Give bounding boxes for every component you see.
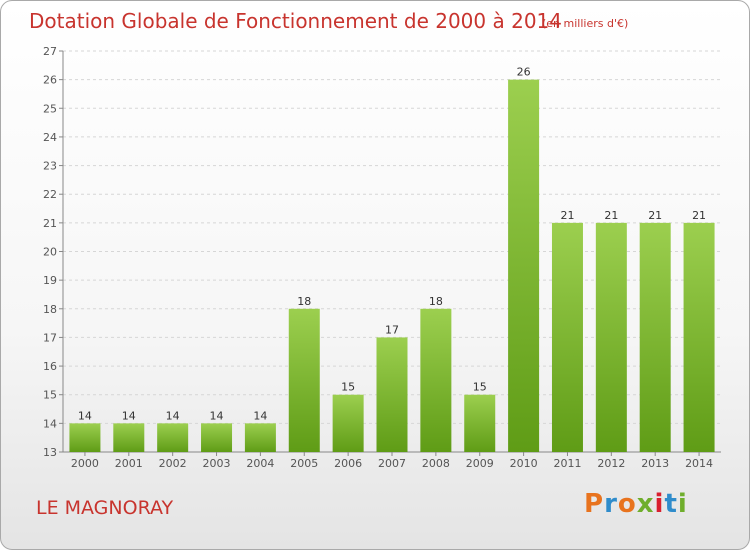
y-tick-label: 23 <box>43 160 57 173</box>
x-tick-label: 2007 <box>378 457 406 470</box>
y-tick-label: 15 <box>43 389 57 402</box>
x-tick-label: 2013 <box>641 457 669 470</box>
place-name: LE MAGNORAY <box>36 497 174 519</box>
logo-letter: x <box>636 489 655 519</box>
y-tick-label: 14 <box>43 417 57 430</box>
y-tick-label: 26 <box>43 74 57 87</box>
logo-letter: t <box>664 489 678 519</box>
x-tick-label: 2009 <box>466 457 494 470</box>
x-tick-label: 2003 <box>203 457 231 470</box>
logo-letter: o <box>617 489 637 519</box>
bar-2004 <box>244 423 276 452</box>
x-tick-label: 2008 <box>422 457 450 470</box>
data-label: 21 <box>604 209 618 222</box>
y-tick-label: 22 <box>43 188 57 201</box>
data-label: 15 <box>341 381 355 394</box>
bar-2002 <box>157 423 189 452</box>
bar-2005 <box>288 308 320 452</box>
bar-2011 <box>551 222 583 452</box>
y-tick-label: 21 <box>43 217 57 230</box>
bar-2006 <box>332 394 364 452</box>
labels: 13 14 15 16 17 18 19 20 21 22 23 24 25 26 27 14 2000 14 20… <box>43 45 713 470</box>
y-tick-label: 18 <box>43 303 57 316</box>
logo-letter: r <box>604 489 618 519</box>
data-label: 14 <box>78 409 92 422</box>
x-tick-label: 2001 <box>115 457 143 470</box>
data-label: 14 <box>253 409 267 422</box>
bar-2007 <box>376 337 408 452</box>
x-tick-label: 2010 <box>510 457 538 470</box>
y-tick-label: 27 <box>43 45 57 58</box>
proxiti-logo: Proxiti <box>584 489 688 519</box>
x-tick-label: 2011 <box>553 457 581 470</box>
data-label: 21 <box>692 209 706 222</box>
x-tick-label: 2012 <box>597 457 625 470</box>
bar-2013 <box>639 222 671 452</box>
x-tick-label: 2000 <box>71 457 99 470</box>
bar-2010 <box>508 79 540 453</box>
bar-2014 <box>683 222 715 452</box>
x-tick-label: 2005 <box>290 457 318 470</box>
y-tick-label: 20 <box>43 246 57 259</box>
bars <box>69 79 715 453</box>
bar-2000 <box>69 423 101 452</box>
bar-2003 <box>201 423 233 452</box>
data-label: 15 <box>473 381 487 394</box>
y-tick-label: 24 <box>43 131 57 144</box>
bar-2008 <box>420 308 452 452</box>
x-tick-label: 2002 <box>159 457 187 470</box>
data-label: 26 <box>517 66 531 79</box>
x-tick-label: 2014 <box>685 457 713 470</box>
logo-letter: i <box>677 489 688 519</box>
data-label: 14 <box>166 409 180 422</box>
chart-title: Dotation Globale de Fonctionnement de 20… <box>29 9 562 33</box>
logo-letter: i <box>654 489 665 519</box>
data-label: 21 <box>560 209 574 222</box>
data-label: 17 <box>385 323 399 336</box>
data-label: 18 <box>429 295 443 308</box>
x-tick-label: 2006 <box>334 457 362 470</box>
y-tick-label: 17 <box>43 331 57 344</box>
data-label: 18 <box>297 295 311 308</box>
chart-subtitle: (en milliers d'€) <box>542 17 629 30</box>
data-label: 14 <box>122 409 136 422</box>
logo-letter: P <box>584 489 605 519</box>
y-tick-label: 13 <box>43 446 57 459</box>
data-label: 14 <box>210 409 224 422</box>
bar-2009 <box>464 394 496 452</box>
data-label: 21 <box>648 209 662 222</box>
bar-2012 <box>595 222 627 452</box>
x-tick-label: 2004 <box>246 457 274 470</box>
bar-2001 <box>113 423 145 452</box>
y-tick-label: 19 <box>43 274 57 287</box>
y-tick-label: 25 <box>43 102 57 115</box>
y-tick-label: 16 <box>43 360 57 373</box>
